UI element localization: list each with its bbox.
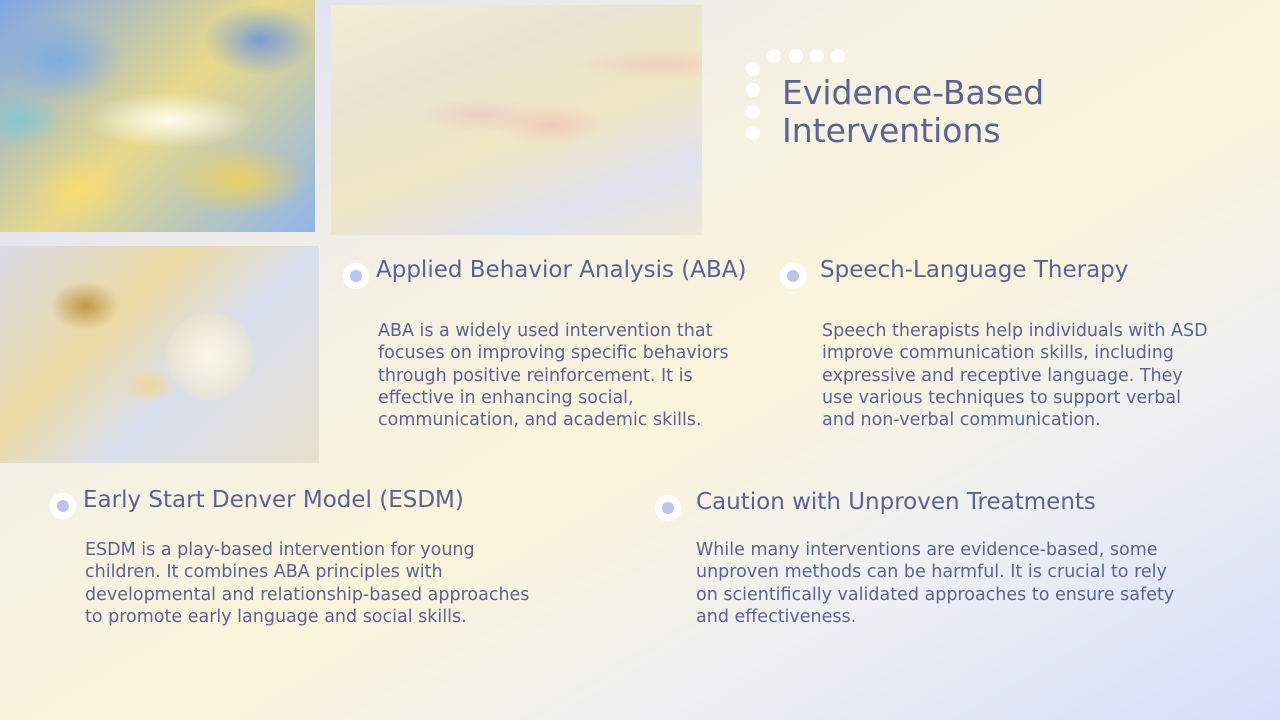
section-heading-speech: Speech-Language Therapy bbox=[820, 257, 1129, 283]
abstract-painting-image bbox=[0, 0, 315, 232]
section-heading-esdm: Early Start Denver Model (ESDM) bbox=[83, 487, 464, 513]
section-heading-aba: Applied Behavior Analysis (ABA) bbox=[376, 257, 747, 283]
dot-icon bbox=[746, 126, 760, 140]
bullet-icon bbox=[50, 493, 76, 519]
dot-icon bbox=[746, 83, 760, 97]
bullet-icon bbox=[780, 263, 806, 289]
dot-icon bbox=[746, 105, 760, 119]
dot-icon bbox=[831, 49, 845, 63]
holding-hands-image bbox=[331, 5, 702, 235]
section-body-esdm: ESDM is a play-based intervention for yo… bbox=[85, 540, 530, 627]
section-body-caution: While many interventions are evidence-ba… bbox=[696, 540, 1175, 627]
bullet-icon bbox=[655, 495, 681, 521]
dot-icon bbox=[789, 49, 803, 63]
section-body-aba: ABA is a widely used intervention that f… bbox=[378, 321, 729, 431]
dot-icon bbox=[767, 49, 781, 63]
section-body-speech: Speech therapists help individuals with … bbox=[822, 321, 1208, 431]
dot-icon bbox=[810, 49, 824, 63]
bullet-icon bbox=[343, 263, 369, 289]
section-heading-caution: Caution with Unproven Treatments bbox=[696, 489, 1096, 515]
dot-icon bbox=[746, 62, 760, 76]
light-bulb-image bbox=[0, 246, 319, 463]
slide-title: Evidence-Based Interventions bbox=[782, 73, 1045, 150]
